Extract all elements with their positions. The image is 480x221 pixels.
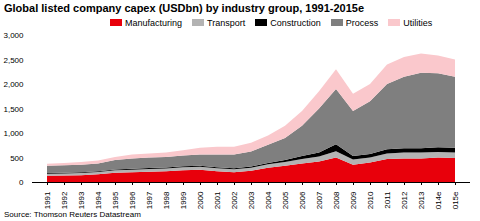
html-text:Source: Thomson Reuters Datast: Source: Thomson Reuters Datastream: [4, 210, 141, 219]
svg-text:0: 0: [19, 178, 24, 187]
html-text:Process: Process: [345, 17, 379, 28]
svg-text:2001: 2001: [213, 191, 222, 209]
svg-text:2,000: 2,000: [3, 80, 24, 89]
svg-text:2003: 2003: [247, 191, 256, 209]
svg-text:2000: 2000: [196, 191, 205, 209]
svg-text:1992: 1992: [60, 191, 69, 209]
html-text:Manufacturing: Manufacturing: [125, 17, 182, 28]
svg-text:1991: 1991: [43, 191, 52, 209]
svg-text:2002: 2002: [230, 191, 239, 209]
svg-text:2011: 2011: [383, 191, 392, 209]
svg-text:2013: 2013: [417, 191, 426, 209]
svg-text:1,000: 1,000: [3, 129, 24, 138]
svg-text:2004: 2004: [264, 191, 273, 209]
html-text:Utilities: Utilities: [403, 17, 433, 28]
svg-text:2007: 2007: [315, 191, 324, 209]
html-text:Construction: Construction: [270, 17, 321, 28]
svg-text:3,000: 3,000: [3, 31, 24, 40]
svg-text:2012: 2012: [400, 191, 409, 209]
svg-text:2008: 2008: [332, 191, 341, 209]
svg-text:1997: 1997: [145, 191, 154, 209]
svg-text:2015e: 2015e: [451, 191, 460, 210]
svg-text:1,500: 1,500: [3, 105, 24, 114]
svg-text:2006: 2006: [298, 191, 307, 209]
svg-text:2005: 2005: [281, 191, 290, 209]
svg-text:2014e: 2014e: [434, 191, 443, 210]
svg-text:2,500: 2,500: [3, 56, 24, 65]
svg-text:1994: 1994: [94, 191, 103, 209]
html-text:Global listed company capex (U: Global listed company capex (USDbn) by i…: [4, 2, 364, 14]
svg-text:1999: 1999: [179, 191, 188, 209]
svg-text:2010: 2010: [366, 191, 375, 209]
svg-text:1996: 1996: [128, 191, 137, 209]
svg-text:2009: 2009: [349, 191, 358, 209]
svg-text:1995: 1995: [111, 191, 120, 209]
html-text:Transport: Transport: [207, 17, 246, 28]
svg-text:1998: 1998: [162, 191, 171, 209]
svg-text:1993: 1993: [77, 191, 86, 209]
svg-text:500: 500: [10, 154, 24, 163]
